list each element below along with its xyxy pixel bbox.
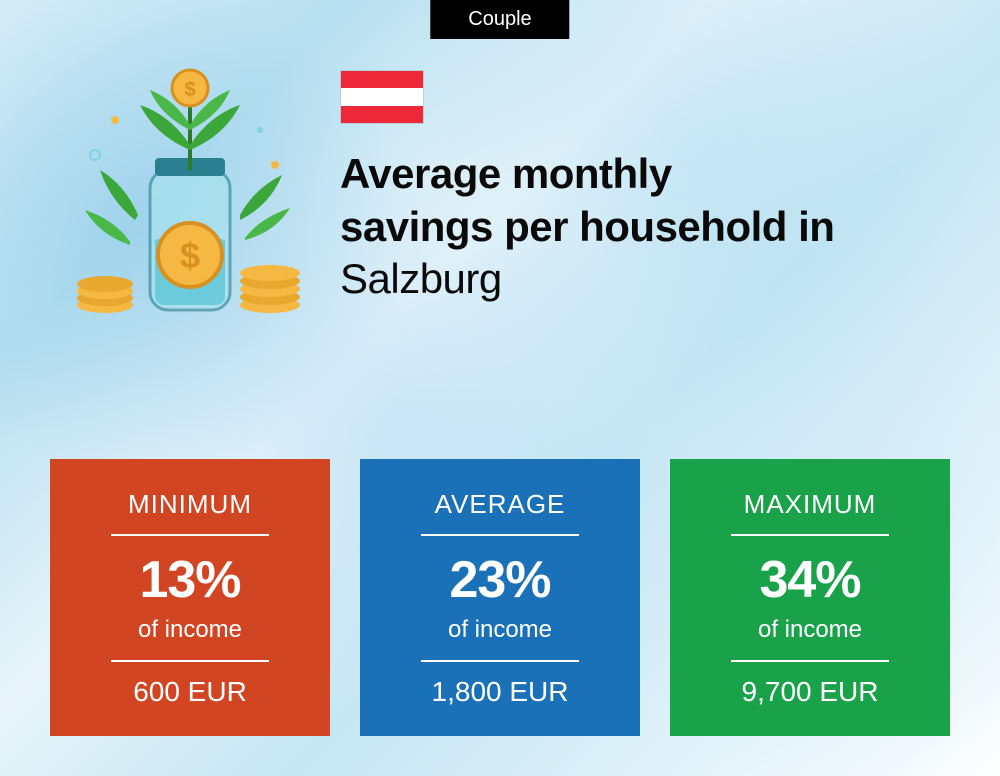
title-line-1: Average monthly — [340, 148, 834, 201]
flag-stripe-top — [341, 71, 423, 88]
card-percent: 13% — [80, 550, 300, 610]
savings-illustration: $ $ — [60, 60, 310, 320]
title-block: Average monthly savings per household in… — [340, 60, 834, 306]
infographic-title: Average monthly savings per household in… — [340, 148, 834, 306]
card-amount: 1,800 EUR — [390, 676, 610, 708]
card-amount: 9,700 EUR — [700, 676, 920, 708]
svg-text:$: $ — [184, 79, 195, 101]
card-amount: 600 EUR — [80, 676, 300, 708]
header: $ $ — [60, 60, 940, 320]
card-percent: 34% — [700, 550, 920, 610]
card-label: AVERAGE — [390, 489, 610, 520]
divider — [421, 534, 579, 536]
divider — [421, 660, 579, 662]
dollar-coin-icon: $ — [158, 223, 222, 287]
svg-text:$: $ — [180, 235, 200, 276]
card-sublabel: of income — [700, 616, 920, 644]
title-line-2: savings per household in — [340, 201, 834, 254]
divider — [731, 534, 889, 536]
card-sublabel: of income — [80, 616, 300, 644]
title-city: Salzburg — [340, 253, 834, 306]
stat-cards: MINIMUM 13% of income 600 EUR AVERAGE 23… — [50, 459, 950, 736]
card-label: MAXIMUM — [700, 489, 920, 520]
divider — [111, 534, 269, 536]
top-coin-icon: $ — [172, 70, 208, 106]
card-sublabel: of income — [390, 616, 610, 644]
stat-card-average: AVERAGE 23% of income 1,800 EUR — [360, 459, 640, 736]
flag-stripe-middle — [341, 88, 423, 105]
coin-stack-right-icon — [240, 265, 300, 313]
card-percent: 23% — [390, 550, 610, 610]
austria-flag-icon — [340, 70, 424, 124]
divider — [731, 660, 889, 662]
household-type-badge: Couple — [430, 0, 569, 39]
card-label: MINIMUM — [80, 489, 300, 520]
stat-card-minimum: MINIMUM 13% of income 600 EUR — [50, 459, 330, 736]
flag-stripe-bottom — [341, 106, 423, 123]
stat-card-maximum: MAXIMUM 34% of income 9,700 EUR — [670, 459, 950, 736]
divider — [111, 660, 269, 662]
coin-stack-left-icon — [77, 276, 133, 313]
